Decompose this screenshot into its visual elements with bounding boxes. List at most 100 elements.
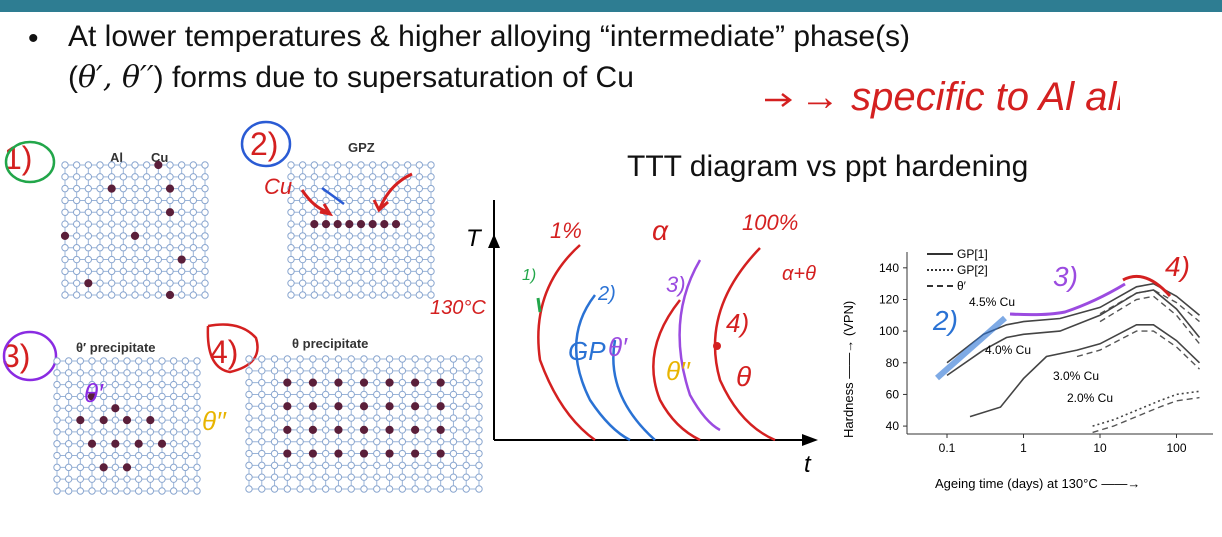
- cu-atom: [60, 231, 70, 241]
- al-atom: [201, 220, 209, 228]
- al-atom: [296, 414, 304, 422]
- al-atom: [245, 426, 253, 434]
- al-atom: [462, 378, 470, 387]
- al-atom: [449, 426, 458, 434]
- al-atom: [158, 404, 166, 412]
- al-atom: [296, 461, 304, 470]
- al-atom: [201, 232, 209, 240]
- al-atom: [270, 378, 279, 387]
- cu-atom: [411, 425, 420, 435]
- al-atom: [462, 367, 470, 375]
- cu-atom: [99, 415, 108, 425]
- hardness-legend: GP[1] GP[2] θ′: [927, 247, 988, 293]
- al-atom: [373, 438, 381, 446]
- al-atom: [53, 369, 61, 377]
- al-atom: [415, 267, 424, 276]
- al-atom: [415, 244, 424, 252]
- al-atom: [411, 367, 419, 375]
- al-atom: [119, 291, 128, 299]
- al-atom: [357, 173, 365, 181]
- al-atom: [310, 267, 319, 276]
- al-atom: [64, 380, 73, 389]
- al-atom: [424, 414, 432, 422]
- svg-text:100%: 100%: [742, 210, 798, 235]
- al-atom: [84, 161, 93, 169]
- al-atom: [84, 184, 93, 193]
- al-atom: [258, 414, 266, 422]
- al-atom: [427, 184, 435, 193]
- al-atom: [88, 404, 96, 412]
- al-atom: [96, 173, 104, 181]
- al-atom: [189, 161, 198, 169]
- al-atom: [123, 357, 131, 365]
- al-atom: [134, 380, 143, 389]
- al-atom: [357, 161, 365, 169]
- al-atom: [158, 487, 166, 495]
- cu-atom: [308, 425, 317, 435]
- al-atom: [373, 378, 381, 387]
- al-atom: [321, 402, 330, 410]
- al-atom: [96, 208, 104, 216]
- al-atom: [61, 184, 69, 193]
- al-atom: [84, 232, 93, 240]
- al-atom: [158, 369, 166, 377]
- al-atom: [403, 232, 412, 240]
- al-atom: [333, 232, 342, 240]
- al-atom: [189, 267, 198, 276]
- al-atom: [368, 161, 377, 169]
- al-atom: [415, 161, 424, 169]
- al-atom: [380, 208, 389, 216]
- al-atom: [158, 392, 166, 401]
- al-atom: [142, 196, 151, 205]
- al-atom: [245, 390, 253, 399]
- al-atom: [298, 173, 307, 181]
- al-atom: [334, 355, 343, 363]
- al-atom: [111, 369, 120, 377]
- cu-atom: [134, 439, 143, 448]
- al-atom: [245, 485, 253, 493]
- cu-atom: [334, 402, 343, 411]
- al-atom: [296, 426, 304, 434]
- al-atom: [131, 196, 139, 205]
- al-atom: [84, 291, 93, 299]
- al-atom: [368, 208, 377, 216]
- al-atom: [411, 473, 419, 481]
- al-atom: [119, 196, 128, 205]
- al-atom: [357, 208, 365, 216]
- al-atom: [333, 267, 342, 276]
- al-atom: [309, 414, 317, 422]
- al-atom: [287, 220, 295, 228]
- cu-atom: [84, 279, 93, 288]
- al-atom: [403, 196, 412, 205]
- al-atom: [436, 485, 445, 493]
- cu-atom: [345, 219, 354, 229]
- al-atom: [322, 196, 330, 205]
- svg-text:GP[1]: GP[1]: [957, 247, 988, 261]
- al-atom: [142, 173, 151, 181]
- al-atom: [436, 438, 445, 446]
- al-atom: [169, 463, 178, 472]
- panel-1-label-al: Al: [110, 150, 123, 165]
- al-atom: [436, 367, 445, 375]
- al-atom: [398, 485, 407, 493]
- al-atom: [427, 291, 435, 299]
- al-atom: [154, 208, 163, 216]
- cu-atom: [359, 425, 369, 435]
- al-atom: [96, 255, 104, 264]
- al-atom: [131, 220, 139, 228]
- al-atom: [107, 232, 116, 240]
- al-atom: [462, 473, 470, 481]
- al-atom: [296, 367, 304, 375]
- al-atom: [270, 485, 279, 493]
- al-atom: [53, 357, 61, 365]
- al-atom: [53, 440, 61, 448]
- al-atom: [193, 451, 201, 460]
- al-atom: [427, 267, 435, 276]
- panel-2-annotation-arrows: Cu: [264, 172, 413, 217]
- al-atom: [380, 267, 389, 276]
- al-atom: [142, 232, 151, 240]
- al-atom: [258, 485, 266, 493]
- al-atom: [427, 232, 435, 240]
- panel-3-circle: [2, 330, 58, 382]
- al-atom: [177, 161, 186, 169]
